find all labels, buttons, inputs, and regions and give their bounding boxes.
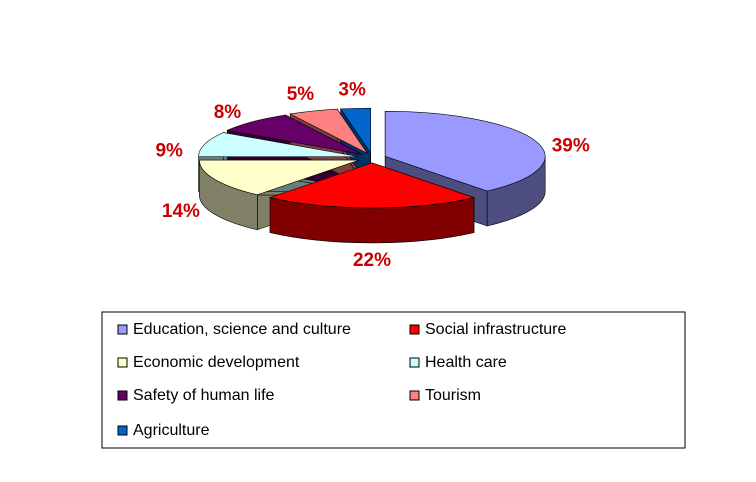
slice <box>199 159 360 196</box>
legend-label: Social infrastructure <box>425 321 566 338</box>
legend-swatch <box>409 390 420 401</box>
legend-label: Agriculture <box>133 422 210 439</box>
slice <box>198 132 359 157</box>
data-label: 3% <box>338 79 366 100</box>
slice <box>289 108 368 154</box>
slice <box>268 162 476 209</box>
data-label: 14% <box>162 201 200 222</box>
data-label: 39% <box>552 136 590 157</box>
data-label: 5% <box>287 84 315 105</box>
legend-box <box>101 311 686 449</box>
slice <box>340 107 371 155</box>
data-label: 22% <box>353 250 391 271</box>
legend-swatch <box>117 357 128 368</box>
legend-swatch <box>117 425 128 436</box>
legend-label: Education, science and culture <box>133 321 351 338</box>
data-label: 9% <box>155 141 183 162</box>
legend-swatch <box>409 357 420 368</box>
legend-swatch <box>117 390 128 401</box>
legend-swatch <box>409 324 420 335</box>
slice <box>384 111 546 192</box>
legend-label: Health care <box>425 354 507 371</box>
slice <box>226 114 363 155</box>
legend-label: Safety of human life <box>133 387 275 404</box>
legend-label: Economic development <box>133 354 300 371</box>
legend-label: Tourism <box>425 387 481 404</box>
legend-swatch <box>117 324 128 335</box>
data-label: 8% <box>214 102 242 123</box>
